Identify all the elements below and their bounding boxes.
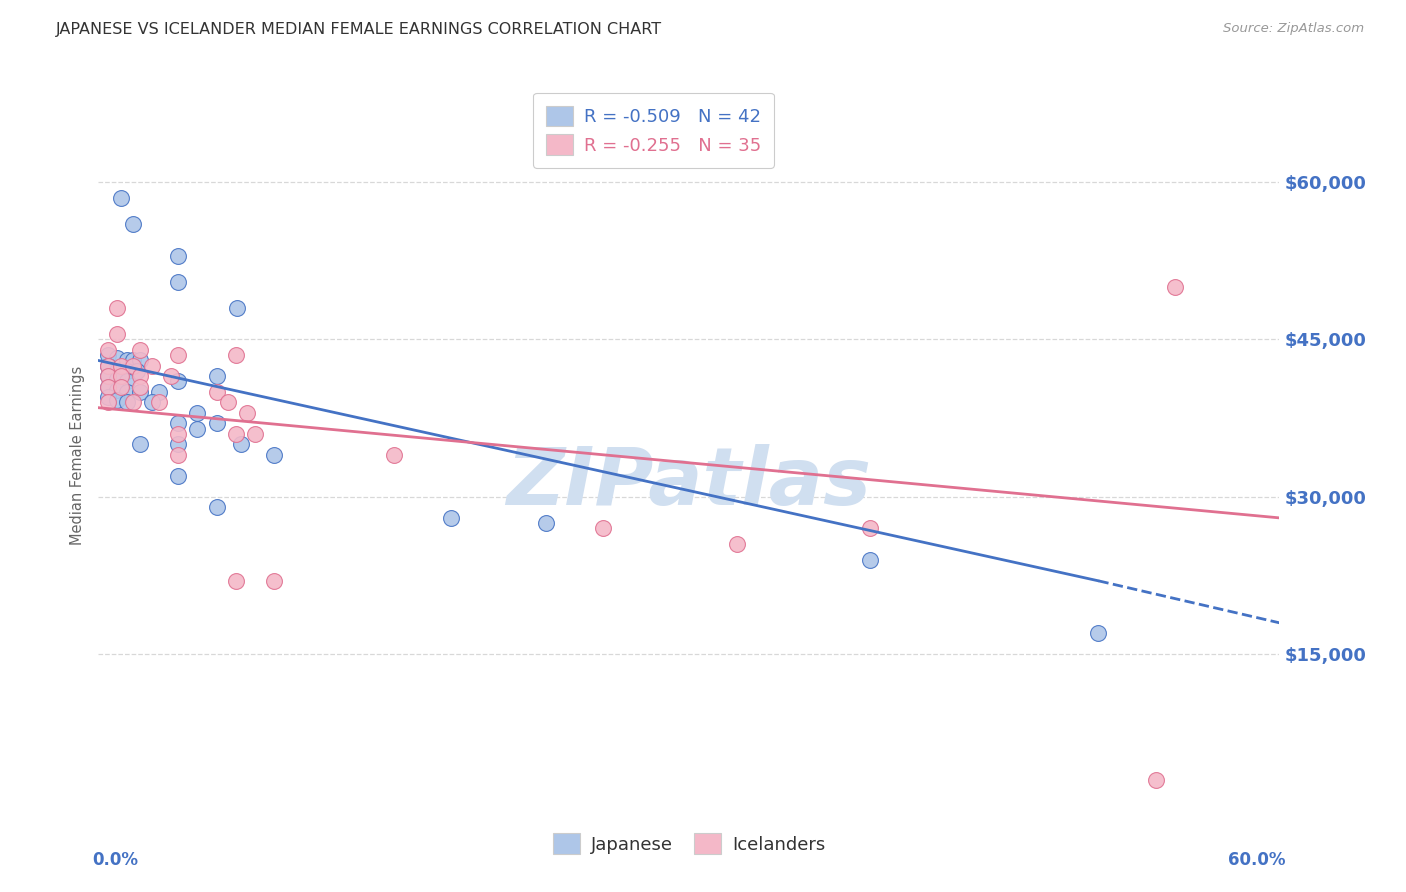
Point: [115, 395, 138, 409]
Point: [186, 406, 208, 420]
Point: [129, 437, 152, 451]
Point: [382, 448, 405, 462]
Point: [167, 448, 190, 462]
Point: [859, 521, 882, 535]
Point: [97, 380, 120, 394]
Point: [110, 369, 132, 384]
Point: [217, 395, 239, 409]
Point: [167, 348, 190, 362]
Text: ZIPatlas: ZIPatlas: [506, 444, 872, 523]
Point: [110, 380, 132, 394]
Point: [125, 364, 148, 378]
Point: [129, 343, 152, 357]
Point: [243, 426, 266, 441]
Point: [129, 380, 152, 394]
Point: [236, 406, 259, 420]
Point: [440, 511, 463, 525]
Point: [107, 327, 129, 342]
Point: [167, 426, 190, 441]
Point: [225, 574, 247, 588]
Point: [115, 375, 138, 389]
Point: [110, 359, 132, 373]
Point: [205, 369, 228, 384]
Point: [97, 348, 120, 362]
Y-axis label: Median Female Earnings: Median Female Earnings: [70, 366, 86, 544]
Point: [129, 353, 152, 368]
Point: [1163, 280, 1185, 294]
Point: [167, 417, 190, 431]
Point: [107, 383, 129, 397]
Point: [129, 384, 152, 399]
Point: [107, 393, 129, 408]
Text: 60.0%: 60.0%: [1227, 851, 1285, 869]
Point: [205, 384, 228, 399]
Point: [167, 275, 190, 289]
Point: [205, 417, 228, 431]
Text: 0.0%: 0.0%: [93, 851, 139, 869]
Point: [97, 359, 120, 373]
Point: [107, 364, 129, 378]
Point: [97, 359, 120, 373]
Point: [107, 351, 129, 366]
Point: [129, 369, 152, 384]
Text: JAPANESE VS ICELANDER MEDIAN FEMALE EARNINGS CORRELATION CHART: JAPANESE VS ICELANDER MEDIAN FEMALE EARN…: [56, 22, 662, 37]
Point: [107, 301, 129, 315]
Point: [231, 437, 253, 451]
Point: [1087, 626, 1109, 640]
Point: [167, 375, 190, 389]
Point: [725, 537, 748, 551]
Point: [121, 395, 143, 409]
Point: [225, 426, 247, 441]
Point: [115, 353, 138, 368]
Point: [592, 521, 614, 535]
Point: [110, 191, 132, 205]
Point: [186, 422, 208, 436]
Point: [225, 348, 247, 362]
Point: [167, 437, 190, 451]
Legend: Japanese, Icelanders: Japanese, Icelanders: [540, 821, 838, 867]
Point: [167, 469, 190, 483]
Point: [205, 500, 228, 515]
Point: [167, 248, 190, 262]
Point: [1144, 773, 1167, 788]
Point: [97, 380, 120, 394]
Point: [159, 369, 181, 384]
Point: [859, 553, 882, 567]
Point: [121, 353, 143, 368]
Point: [226, 301, 249, 315]
Point: [263, 448, 285, 462]
Point: [141, 395, 163, 409]
Text: Source: ZipAtlas.com: Source: ZipAtlas.com: [1223, 22, 1364, 36]
Point: [263, 574, 285, 588]
Point: [107, 372, 129, 386]
Point: [97, 343, 120, 357]
Point: [121, 359, 143, 373]
Point: [115, 364, 138, 378]
Point: [97, 395, 120, 409]
Point: [148, 395, 170, 409]
Point: [97, 369, 120, 384]
Point: [97, 369, 120, 384]
Point: [148, 384, 170, 399]
Point: [534, 516, 557, 530]
Point: [97, 390, 120, 404]
Point: [115, 384, 138, 399]
Point: [141, 359, 163, 373]
Point: [121, 217, 143, 231]
